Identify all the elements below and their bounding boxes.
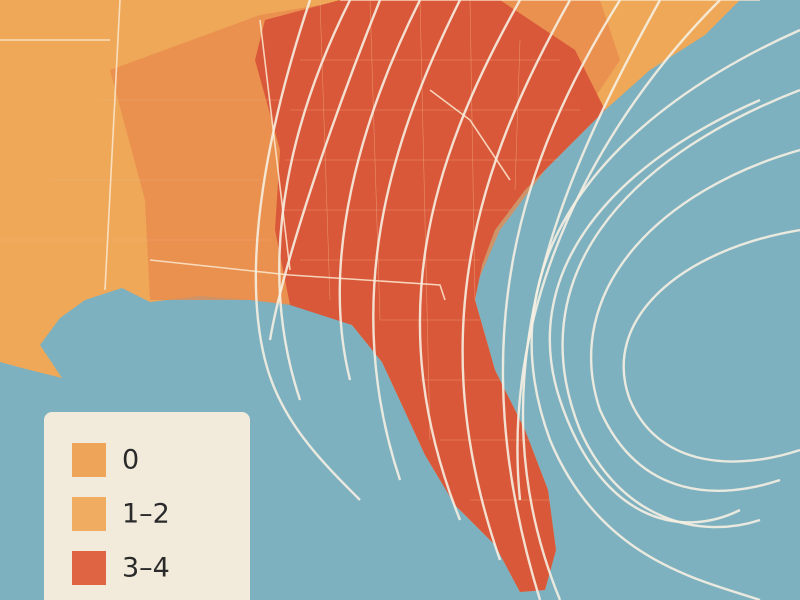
hurricane-tracks: [254, 0, 800, 600]
legend-label: 3–4: [122, 553, 170, 584]
state-borders: [0, 0, 760, 301]
legend-swatch: [72, 551, 106, 585]
legend-swatch: [72, 497, 106, 531]
legend-swatch: [72, 443, 106, 477]
legend-label: 0: [122, 445, 139, 476]
legend-label: 1–2: [122, 499, 170, 530]
legend: 0 1–2 3–4: [72, 443, 170, 585]
